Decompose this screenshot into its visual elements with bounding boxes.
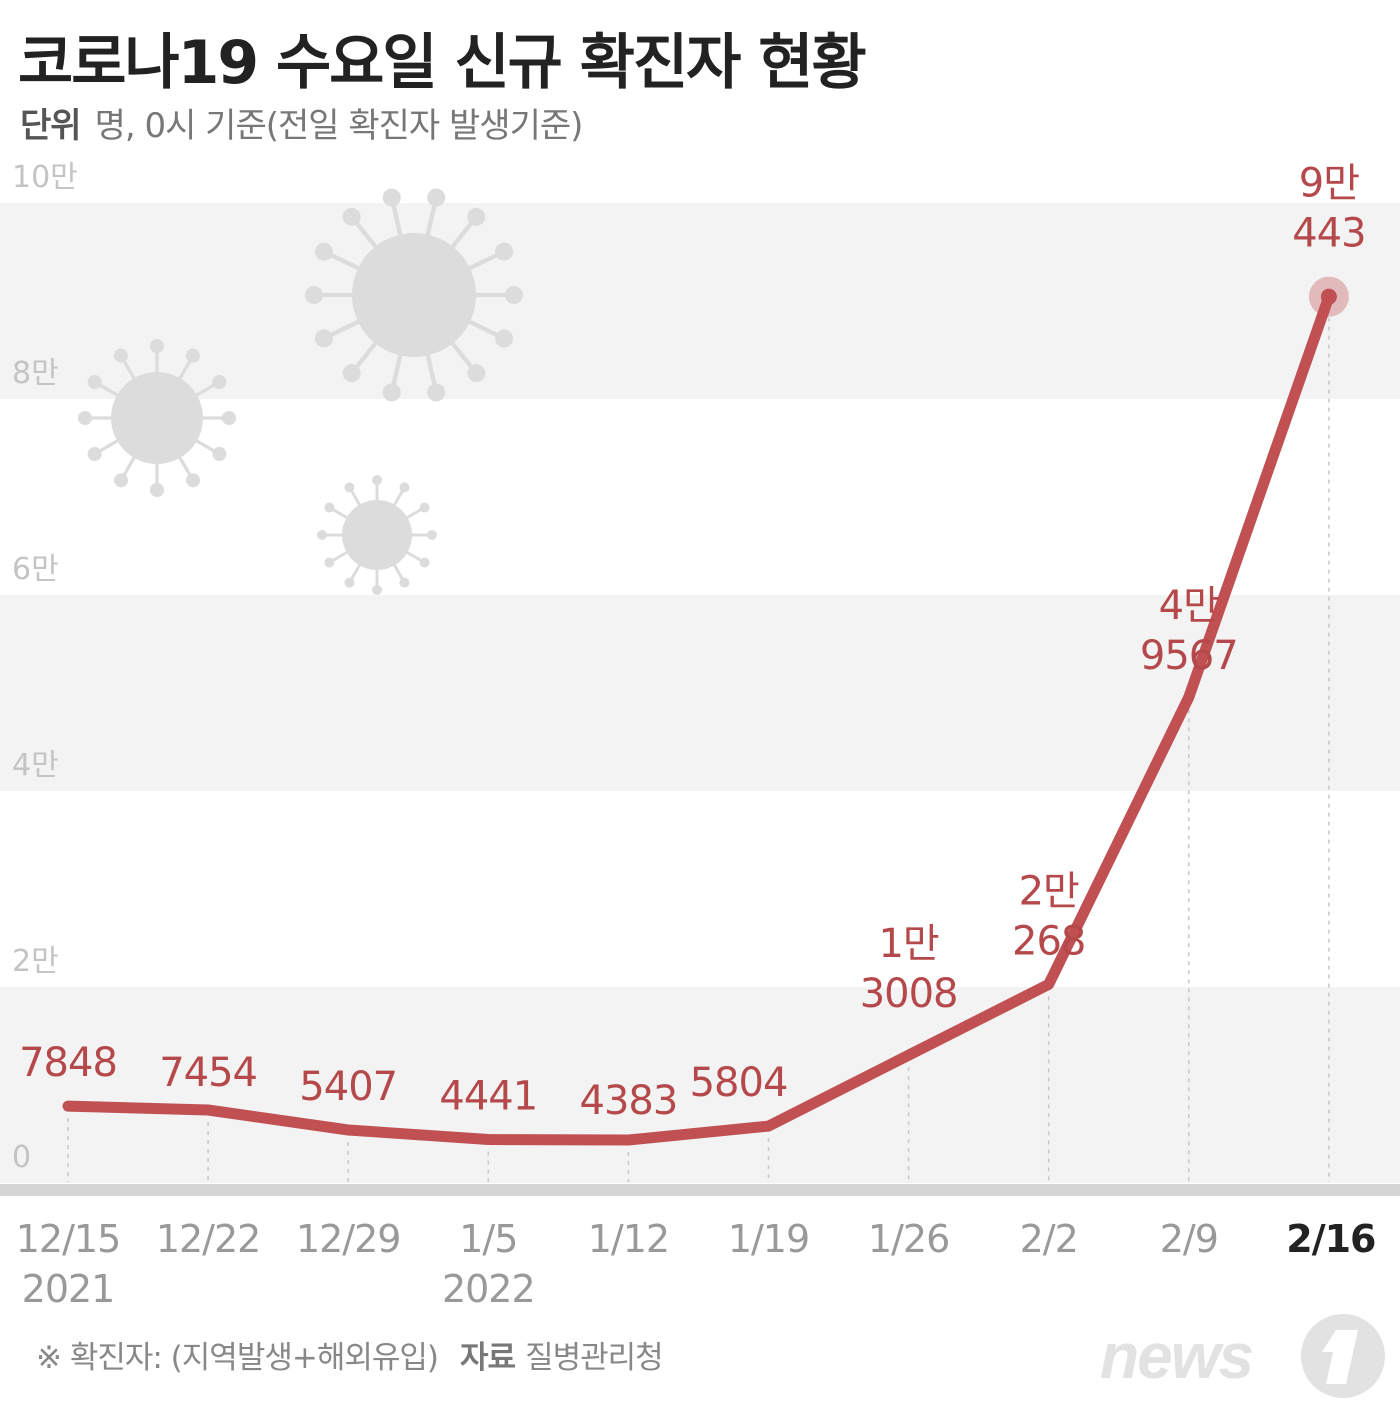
grid-band (0, 203, 1400, 399)
data-label: 7848 (19, 1040, 117, 1086)
virus-knob (419, 557, 430, 568)
unit-label: 단위 (20, 106, 82, 146)
guide-lines (67, 308, 1330, 1182)
virus-knob (314, 329, 333, 348)
y-tick-label: 6만 (12, 552, 59, 587)
source-name: 질병관리청 (525, 1340, 664, 1376)
virus-knob (372, 475, 382, 485)
virus-knob (372, 585, 382, 595)
grid-bands (0, 203, 1400, 1183)
virus-knob (150, 483, 164, 497)
data-label: 3008 (860, 971, 958, 1017)
data-label: 9567 (1140, 633, 1238, 679)
virus-knob (212, 447, 227, 461)
grid-band (0, 987, 1400, 1183)
virus-knob (324, 502, 335, 513)
highlight-marker (1308, 276, 1349, 317)
virus-knob (495, 242, 514, 261)
virus-knob (314, 242, 333, 261)
virus-knob (344, 482, 355, 493)
virus-body (352, 233, 476, 357)
series-line (62, 291, 1335, 1146)
virus-knob (427, 530, 437, 540)
virus-icon (78, 339, 236, 497)
footer-note: ※ 확진자: (지역발생+해외유입) 자료 질병관리청 (36, 1332, 664, 1377)
virus-knob (87, 375, 102, 389)
x-tick-label: 12/15 (16, 1217, 121, 1261)
data-label: 4441 (439, 1073, 537, 1119)
y-tick-label: 10만 (12, 160, 78, 195)
data-label: 7454 (159, 1050, 257, 1096)
grid-band (0, 595, 1400, 791)
virus-knob (78, 411, 92, 425)
virus-knob (114, 348, 128, 363)
data-label: 268 (1012, 918, 1085, 964)
source-label: 자료 (460, 1340, 516, 1376)
virus-knob (305, 286, 323, 304)
y-tick-label: 2만 (12, 944, 59, 979)
virus-knob (427, 383, 446, 402)
virus-knob (150, 339, 164, 353)
x-tick-label: 2/16 (1286, 1217, 1375, 1261)
virus-knob (317, 530, 327, 540)
virus-knob (87, 447, 102, 461)
virus-knob (467, 207, 486, 226)
unit-text: 명, 0시 기준(전일 확진자 발생기준) (94, 106, 584, 146)
x-tick-label: 1/19 (728, 1217, 809, 1261)
x-tick-label: 2/9 (1160, 1217, 1218, 1261)
x-tick-label: 12/22 (156, 1217, 261, 1261)
page-title: 코로나19 수요일 신규 확진자 현황 (18, 28, 867, 98)
virus-knob (382, 383, 401, 402)
x-axis: 12/15 12/22 12/29 1/5 1/12 1/19 1/26 2/2 2/9 2/16… (16, 1217, 1377, 1311)
y-tick-label: 0 (12, 1140, 31, 1175)
year-label: 2022 (442, 1267, 535, 1311)
data-label: 2만 (1019, 868, 1079, 914)
y-tick-label: 8만 (12, 356, 59, 391)
virus-knob (114, 473, 128, 488)
virus-knob (467, 364, 486, 383)
virus-knob (344, 577, 355, 588)
virus-icon (305, 188, 523, 402)
footnote: ※ 확진자: (지역발생+해외유입) (36, 1340, 439, 1376)
virus-knob (427, 188, 446, 207)
virus-knob (382, 188, 401, 207)
data-label: 5804 (690, 1060, 788, 1106)
data-label: 1만 (878, 921, 938, 967)
data-label: 443 (1292, 211, 1365, 257)
unit-note: 단위 명, 0시 기준(전일 확진자 발생기준) (20, 98, 584, 147)
virus-knob (419, 502, 430, 513)
virus-knob (399, 482, 410, 493)
x-tick-label: 2/2 (1020, 1217, 1078, 1261)
y-axis: 0 2만 4만 6만 8만 10만 (12, 160, 78, 1175)
virus-body (342, 500, 412, 570)
data-label: 9만 (1299, 161, 1359, 207)
virus-knob (399, 577, 410, 588)
x-tick-label: 1/5 (459, 1217, 517, 1261)
virus-knob (324, 557, 335, 568)
virus-knob (222, 411, 236, 425)
virus-knob (186, 348, 200, 363)
svg-text:news: news (1100, 1320, 1252, 1392)
highlight-point (1320, 288, 1337, 305)
virus-decoration (78, 188, 523, 595)
virus-body (111, 372, 203, 464)
virus-knob (342, 364, 361, 383)
x-tick-label: 1/12 (588, 1217, 669, 1261)
data-label: 4383 (580, 1078, 678, 1124)
x-tick-label: 1/26 (868, 1217, 949, 1261)
virus-icon (317, 475, 437, 595)
virus-knob (505, 286, 523, 304)
data-label: 5407 (299, 1064, 397, 1110)
y-tick-label: 4만 (12, 748, 59, 783)
virus-knob (212, 375, 227, 389)
virus-knob (495, 329, 514, 348)
x-tick-label: 12/29 (296, 1217, 401, 1261)
data-label: 4만 (1159, 583, 1219, 629)
virus-knob (342, 207, 361, 226)
year-label: 2021 (22, 1267, 115, 1311)
news1-logo: news (1100, 1314, 1385, 1398)
virus-knob (186, 473, 200, 488)
